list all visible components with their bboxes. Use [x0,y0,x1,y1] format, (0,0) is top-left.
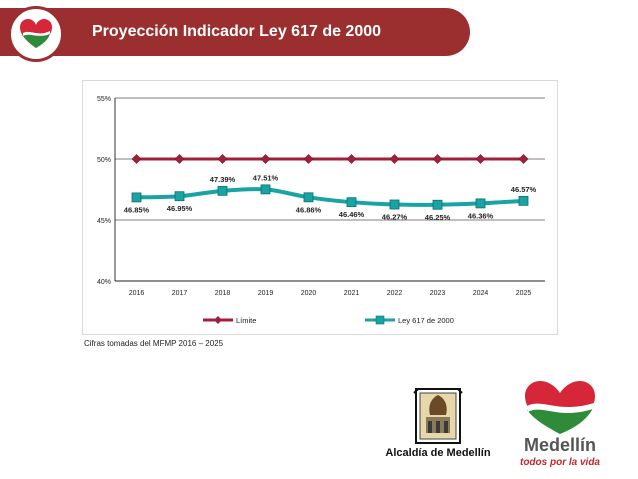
data-point-limite [131,154,142,164]
data-label: 46.95% [167,204,193,213]
chart-frame: 40% 45% 50% 55% 2016 2017 2018 2019 2020 2021 2022… [82,80,558,335]
data-point-limite [217,154,228,164]
legend-label: Ley 617 de 2000 [398,316,454,325]
x-tick-label: 2019 [258,290,274,297]
y-tick-label: 55% [97,96,111,103]
x-tick-label: 2022 [387,290,403,297]
alcaldia-label: Alcaldía de Medellín [385,447,491,459]
x-tick-label: 2018 [215,290,231,297]
data-label: 47.51% [253,173,279,182]
data-point-ley-617 [432,199,443,210]
x-tick-label: 2023 [430,290,446,297]
line-chart: 40% 45% 50% 55% 2016 2017 2018 2019 2020 2021 2022… [97,96,545,325]
brand-tagline: todos por la vida [519,457,600,468]
data-point-limite [174,154,185,164]
x-tick-label: 2020 [301,290,317,297]
coat-of-arms-icon [413,388,463,444]
data-point-ley-617 [518,195,529,206]
data-point-limite [389,154,400,164]
data-point-limite [518,154,529,164]
data-label: 46.27% [382,213,408,222]
data-label: 46.86% [296,205,322,214]
data-point-limite [432,154,443,164]
y-tick-label: 50% [97,157,111,164]
data-label: 46.85% [124,205,150,214]
series-line-ley-617 [136,186,524,207]
legend-label: Límite [236,316,256,325]
y-tick-label: 40% [97,279,111,286]
data-point-ley-617 [131,192,142,203]
data-point-limite [346,154,357,164]
medellin-brand-logo: Medellín todos por la vida [505,378,615,473]
legend-swatch-marker [375,315,385,325]
data-point-ley-617 [389,199,400,210]
legend-swatch-marker [214,316,222,324]
x-tick-label: 2024 [473,290,489,297]
y-tick-label: 45% [97,218,111,225]
x-tick-label: 2021 [344,290,360,297]
data-label: 46.36% [468,211,494,220]
data-point-limite [303,154,314,164]
data-point-ley-617 [174,191,185,202]
data-label: 46.46% [339,210,365,219]
data-point-ley-617 [475,198,486,209]
data-point-limite [260,154,271,164]
data-point-ley-617 [260,184,271,195]
heart-icon [20,19,52,48]
brand-name: Medellín [523,435,596,455]
x-tick-label: 2016 [129,290,145,297]
source-note: Cifras tomadas del MFMP 2016 – 2025 [84,339,224,348]
alcaldia-logo: Alcaldía de Medellín [378,385,498,465]
x-tick-label: 2025 [516,290,532,297]
page-title: Proyección Indicador Ley 617 de 2000 [92,23,382,40]
data-label: 46.57% [511,185,537,194]
heart-icon [525,381,595,434]
data-point-ley-617 [217,185,228,196]
x-tick-label: 2017 [172,290,188,297]
data-label: 47.39% [210,175,236,184]
data-point-limite [475,154,486,164]
data-label: 46.25% [425,213,451,222]
data-point-ley-617 [346,197,357,208]
medellin-heart-logo [8,6,64,62]
data-point-ley-617 [303,192,314,203]
header-bar: Proyección Indicador Ley 617 de 2000 [0,8,470,56]
